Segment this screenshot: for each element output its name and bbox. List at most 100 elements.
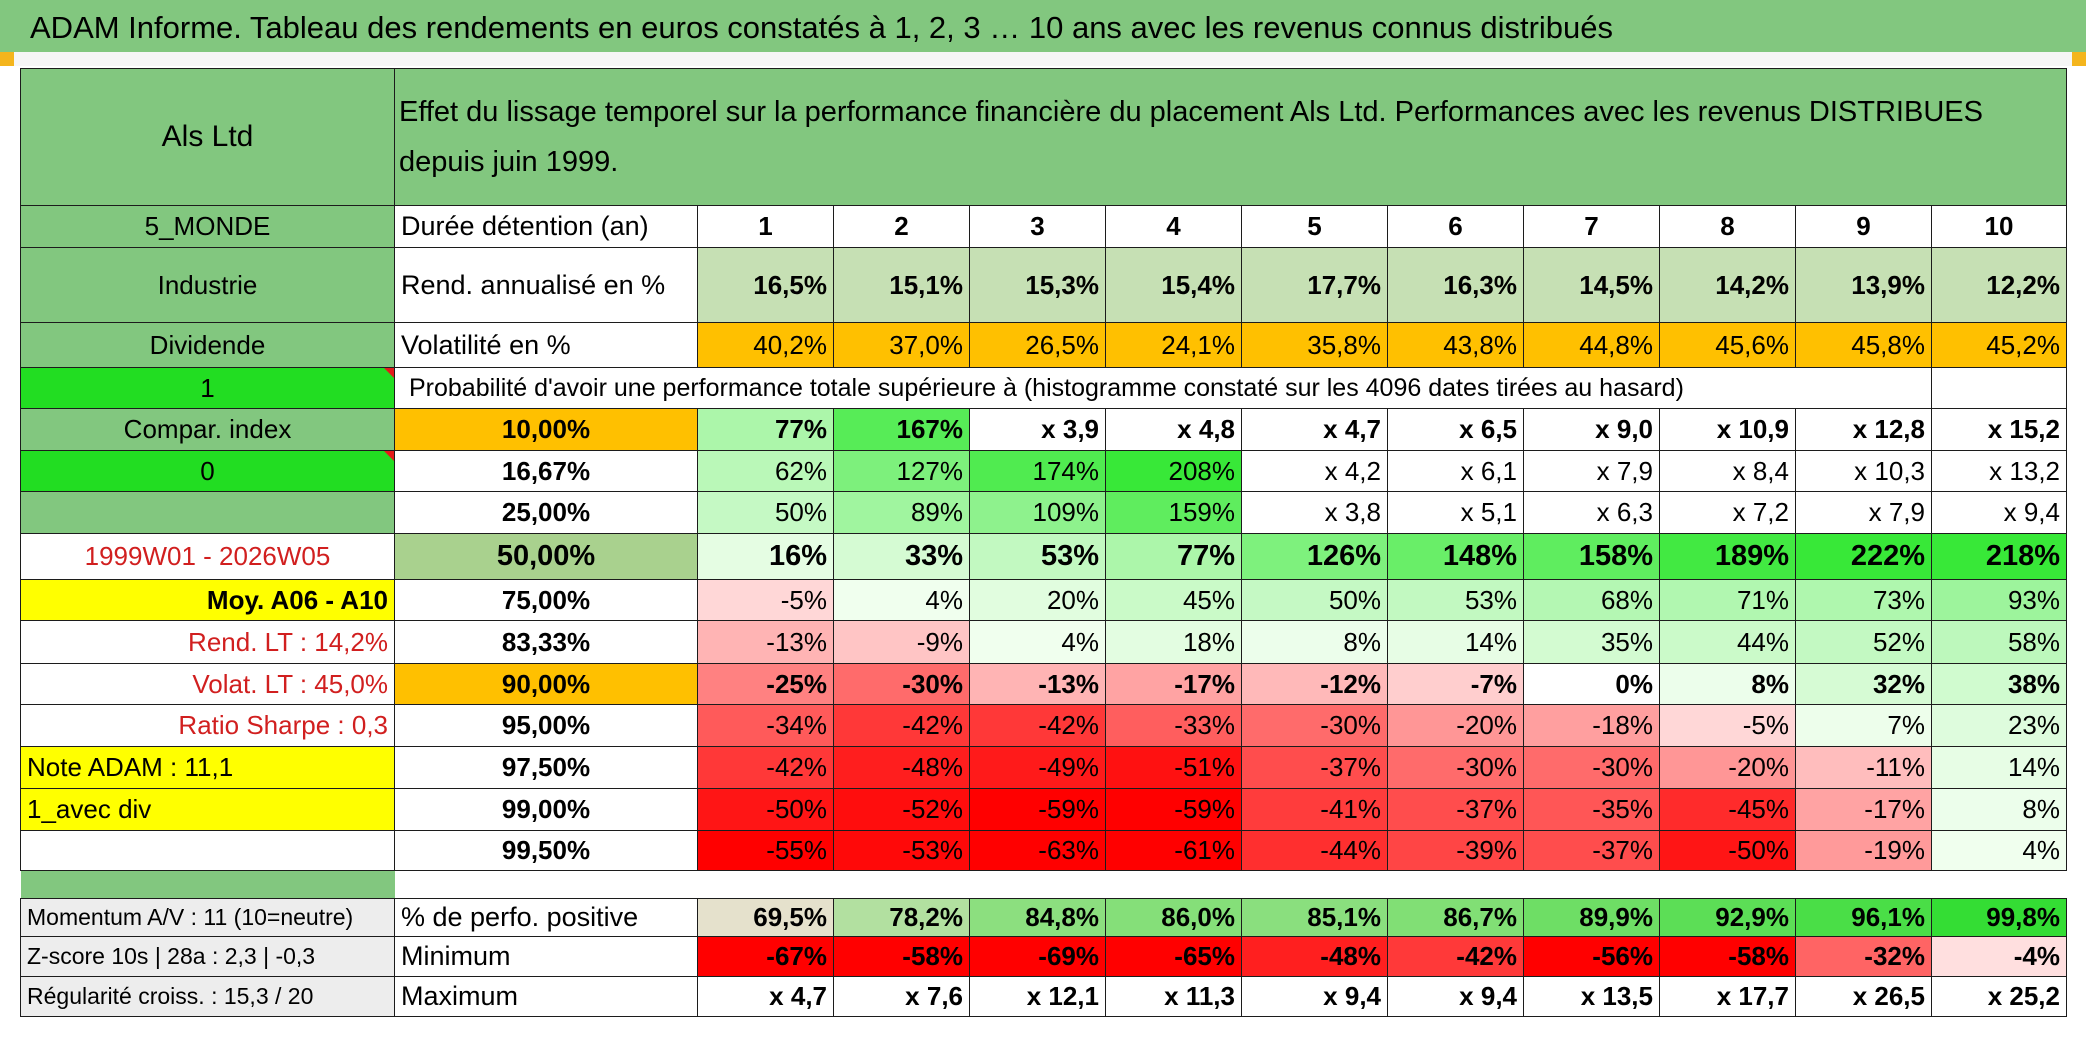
minimum-value: -58%: [833, 936, 970, 977]
flag-value: 0: [200, 455, 215, 486]
spacer-cell: [395, 871, 2067, 899]
positive-share-value: 92,9%: [1659, 898, 1796, 937]
quantile-value: -34%: [697, 704, 834, 747]
volatility-value: 26,5%: [969, 322, 1106, 368]
minimum-value: -42%: [1387, 936, 1524, 977]
year-header: 6: [1387, 205, 1524, 248]
quantile-value: 44%: [1659, 620, 1796, 664]
minimum-value: -32%: [1795, 936, 1932, 977]
comment-marker: [384, 451, 394, 461]
minimum-value: -67%: [697, 936, 834, 977]
quantile-value: 18%: [1105, 620, 1242, 664]
maximum-value: x 4,7: [697, 976, 834, 1017]
zone-label: 5_MONDE: [20, 205, 395, 248]
zscore-label: Z-score 10s | 28a : 2,3 | -0,3: [20, 936, 395, 977]
positive-share-value: 86,7%: [1387, 898, 1524, 937]
quantile-value: -45%: [1659, 788, 1796, 831]
maximum-value: x 26,5: [1795, 976, 1932, 1017]
quantile-value: x 3,8: [1241, 491, 1388, 534]
quantile-value: -55%: [697, 830, 834, 871]
quantile-level: 99,00%: [394, 788, 698, 831]
fund-name: Als Ltd: [20, 68, 395, 206]
quantile-value: x 4,8: [1105, 408, 1242, 451]
positive-share-value: 78,2%: [833, 898, 970, 937]
minimum-label: Minimum: [394, 936, 698, 977]
quantile-value: 208%: [1105, 450, 1242, 492]
maximum-value: x 13,5: [1523, 976, 1660, 1017]
spacer-cell: [20, 870, 395, 899]
quantile-value: -12%: [1241, 663, 1388, 705]
quantile-value: -30%: [1387, 746, 1524, 789]
annual-return-value: 14,2%: [1659, 247, 1796, 323]
quantile-value: 32%: [1795, 663, 1932, 705]
volatility-value: 35,8%: [1241, 322, 1388, 368]
quantile-value: 167%: [833, 408, 970, 451]
quantile-value: x 7,2: [1659, 491, 1796, 534]
quantile-value: -35%: [1523, 788, 1660, 831]
momentum-label: Momentum A/V : 11 (10=neutre): [20, 898, 395, 937]
quantile-value: x 4,2: [1241, 450, 1388, 492]
quantile-value: -13%: [969, 663, 1106, 705]
year-header: 10: [1931, 205, 2067, 248]
maximum-value: x 9,4: [1387, 976, 1524, 1017]
quantile-value: -9%: [833, 620, 970, 664]
income-type-label: Dividende: [20, 322, 395, 368]
volatility-value: 45,2%: [1931, 322, 2067, 368]
quantile-value: 222%: [1795, 533, 1932, 580]
quantile-value: 20%: [969, 579, 1106, 621]
quantile-value: x 10,3: [1795, 450, 1932, 492]
quantile-value: -42%: [969, 704, 1106, 747]
quantile-value: -33%: [1105, 704, 1242, 747]
positive-share-value: 96,1%: [1795, 898, 1932, 937]
quantile-value: 158%: [1523, 533, 1660, 580]
volatility-label: Volatilité en %: [394, 322, 698, 368]
quantile-level: 10,00%: [394, 408, 698, 451]
quantile-value: x 15,2: [1931, 408, 2067, 451]
quantile-value: 77%: [1105, 533, 1242, 580]
quantile-value: 218%: [1931, 533, 2067, 580]
positive-share-value: 69,5%: [697, 898, 834, 937]
quantile-value: -37%: [1241, 746, 1388, 789]
quantile-value: 109%: [969, 491, 1106, 534]
quantile-value: 53%: [969, 533, 1106, 580]
maximum-value: x 12,1: [969, 976, 1106, 1017]
quantile-value: 33%: [833, 533, 970, 580]
quantile-value: -51%: [1105, 746, 1242, 789]
quantile-value: -37%: [1523, 830, 1660, 871]
selection-handle[interactable]: [2072, 52, 2086, 66]
maximum-value: x 17,7: [1659, 976, 1796, 1017]
quantile-value: x 9,0: [1523, 408, 1660, 451]
positive-share-value: 99,8%: [1931, 898, 2067, 937]
performance-table: Als Ltd Effet du lissage temporel sur la…: [20, 68, 2067, 1017]
year-header: 4: [1105, 205, 1242, 248]
quantile-value: 7%: [1795, 704, 1932, 747]
quantile-value: -19%: [1795, 830, 1932, 871]
duration-label: Durée détention (an): [394, 205, 698, 248]
quantile-value: -52%: [833, 788, 970, 831]
minimum-value: -58%: [1659, 936, 1796, 977]
maximum-value: x 11,3: [1105, 976, 1242, 1017]
long-term-volatility: Volat. LT : 45,0%: [20, 663, 395, 705]
volatility-value: 43,8%: [1387, 322, 1524, 368]
quantile-value: 0%: [1523, 663, 1660, 705]
quantile-value: 8%: [1931, 788, 2067, 831]
volatility-value: 40,2%: [697, 322, 834, 368]
income-mode: 1_avec div: [20, 788, 395, 831]
quantile-value: -59%: [969, 788, 1106, 831]
annual-return-value: 15,3%: [969, 247, 1106, 323]
selection-handle[interactable]: [0, 52, 14, 66]
quantile-value: x 5,1: [1387, 491, 1524, 534]
quantile-value: 62%: [697, 450, 834, 492]
quantile-level: 99,50%: [394, 830, 698, 871]
quantile-value: 127%: [833, 450, 970, 492]
annual-return-value: 13,9%: [1795, 247, 1932, 323]
quantile-value: x 7,9: [1523, 450, 1660, 492]
quantile-value: 50%: [1241, 579, 1388, 621]
quantile-value: -17%: [1795, 788, 1932, 831]
year-header: 9: [1795, 205, 1932, 248]
quantile-value: 45%: [1105, 579, 1242, 621]
minimum-value: -56%: [1523, 936, 1660, 977]
quantile-level: 25,00%: [394, 491, 698, 534]
year-header: 5: [1241, 205, 1388, 248]
quantile-value: 189%: [1659, 533, 1796, 580]
